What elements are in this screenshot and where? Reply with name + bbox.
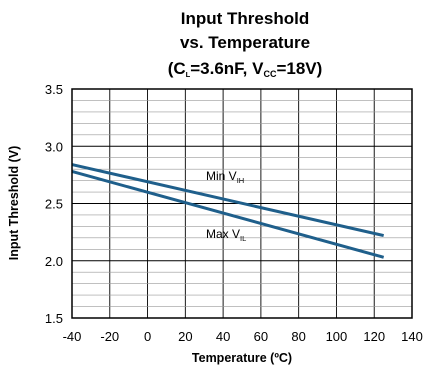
series-line-max-vil [71,169,385,259]
title-vcc-subscript: CC [263,69,276,79]
grid-lines [72,89,412,318]
x-tick-label: 40 [216,329,230,344]
plot-frame [71,88,413,319]
series-label-max-vil-sub: IL [240,234,246,243]
title-cl-subscript: L [186,70,191,79]
x-tick-label: -20 [100,329,119,344]
chart-title-line-2: vs. Temperature [180,33,310,52]
y-tick-labels: 1.5 2.0 2.5 3.0 3.5 [45,82,63,326]
x-tick-label: 60 [254,329,268,344]
x-tick-label: 20 [178,329,192,344]
series-label-max-vil-main: Max V [206,227,240,241]
title-vcc-value: =18V) [276,59,322,78]
series-line-min-vih [71,163,384,238]
x-axis-label: Temperature (ºC) [192,351,292,365]
title-cl-open: (C [168,59,186,78]
x-tick-label: 80 [291,329,305,344]
y-tick-label: 3.0 [45,139,63,154]
y-tick-label: 1.5 [45,311,63,326]
x-tick-label: 140 [401,329,423,344]
x-tick-labels: -40 -20 0 20 40 60 80 100 120 140 [63,329,423,344]
title-cap-value: =3.6nF, V [190,59,264,78]
series-label-max-vil: Max VIL [206,227,246,243]
series-lines [71,163,385,259]
x-tick-label: 100 [326,329,348,344]
x-tick-label: 120 [363,329,385,344]
y-tick-label: 3.5 [45,82,63,97]
series-label-min-vih-main: Min V [206,169,237,183]
y-axis-label: Input Threshold (V) [7,146,21,261]
series-label-min-vih-sub: IH [237,176,245,185]
y-tick-label: 2.5 [45,197,63,212]
series-label-min-vih: Min VIH [206,169,244,185]
chart-title-line-3: (CL=3.6nF, VCC=18V) [168,59,323,79]
chart-title-line-1: Input Threshold [181,9,309,28]
y-tick-label: 2.0 [45,254,63,269]
x-tick-label: -40 [63,329,82,344]
x-tick-label: 0 [144,329,151,344]
